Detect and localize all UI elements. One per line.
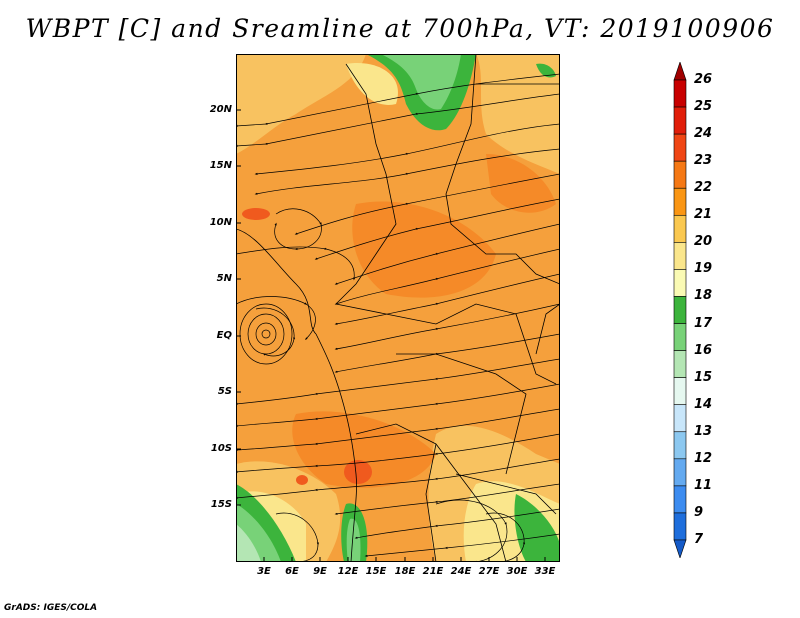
colorbar-segment <box>673 485 687 514</box>
colorbar-label: 20 <box>694 234 713 250</box>
colorbar-segment <box>673 62 687 81</box>
lon-label: 24E <box>450 566 472 577</box>
wbpt-fill-17-se <box>514 494 560 562</box>
colorbar-segment <box>673 269 687 297</box>
lat-label: EQ <box>216 330 232 341</box>
colorbar-label: 18 <box>694 288 713 304</box>
colorbar-label: 25 <box>694 99 713 115</box>
lat-label: 10N <box>209 217 232 228</box>
swirl <box>239 303 293 365</box>
lon-label: 15E <box>365 566 387 577</box>
lon-label: 18E <box>394 566 416 577</box>
wbpt-fill-23-a <box>242 208 270 220</box>
colorbar-label: 16 <box>694 342 713 358</box>
wbpt-fill-22-northeast <box>486 154 556 213</box>
colorbar-segment <box>673 431 687 460</box>
colorbar-segment <box>673 296 687 324</box>
lat-label: 5N <box>216 273 232 284</box>
colorbar-label: 22 <box>694 180 713 196</box>
lon-label: 9E <box>313 566 327 577</box>
colorbar <box>673 62 687 558</box>
colorbar-segment <box>673 512 687 541</box>
lon-label: 27E <box>478 566 500 577</box>
lon-label: 12E <box>337 566 359 577</box>
lat-label: 15N <box>209 160 232 171</box>
colorbar-label: 23 <box>694 153 713 169</box>
colorbar-label: 21 <box>694 207 713 223</box>
colorbar-label: 15 <box>694 369 713 385</box>
colorbar-segment <box>673 160 687 189</box>
lon-label: 33E <box>534 566 556 577</box>
map-panel <box>236 54 560 562</box>
colorbar-label: 24 <box>694 126 713 142</box>
lat-label: 20N <box>209 104 232 115</box>
streamlines <box>236 73 560 562</box>
colorbar-label: 9 <box>694 504 704 520</box>
colorbar-label: 7 <box>694 532 704 547</box>
colorbar-label: 14 <box>694 396 713 412</box>
map-title: WBPT [C] and Sreamline at 700hPa, VT: 20… <box>25 14 775 43</box>
colorbar-segment <box>673 377 687 406</box>
colorbar-segment <box>673 350 687 378</box>
colorbar-segment <box>673 242 687 270</box>
colorbar-segment <box>673 187 687 216</box>
colorbar-label: 26 <box>694 72 713 87</box>
colorbar-segment <box>673 539 687 558</box>
lon-label: 6E <box>285 566 299 577</box>
colorbar-label: 13 <box>694 423 713 439</box>
lat-label: 10S <box>210 443 232 454</box>
colorbar-segment <box>673 323 687 351</box>
lat-label: 5S <box>217 386 232 397</box>
colorbar-label: 11 <box>694 477 713 493</box>
colorbar-label: 19 <box>694 261 713 277</box>
colorbar-segment <box>673 458 687 487</box>
colorbar-segment <box>673 106 687 135</box>
colorbar-segment <box>673 133 687 162</box>
colorbar-segment <box>673 214 687 243</box>
lon-label: 21E <box>422 566 444 577</box>
wbpt-fill-17-ne <box>536 63 556 78</box>
colorbar-segment <box>673 404 687 433</box>
grads-credit: GrADS: IGES/COLA <box>4 603 98 613</box>
colorbar-label: 12 <box>694 450 713 466</box>
colorbar-label: 17 <box>694 315 713 331</box>
map-frame <box>236 54 560 562</box>
wbpt-fill-15-sw <box>236 524 261 562</box>
wbpt-fill-16-north <box>381 54 461 110</box>
lon-label: 3E <box>257 566 271 577</box>
lat-label: 15S <box>210 499 232 510</box>
lon-label: 30E <box>506 566 528 577</box>
wbpt-fill-23-c <box>296 475 308 485</box>
colorbar-segment <box>673 79 687 108</box>
